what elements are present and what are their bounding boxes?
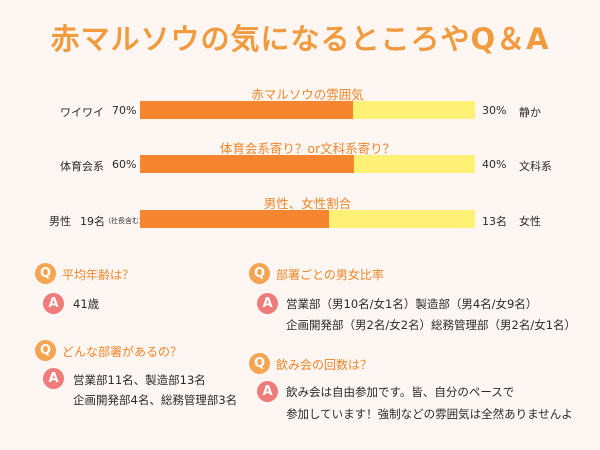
answer-icon: A — [43, 368, 64, 389]
answer-text: 飲み会は自由参加です。皆、自分のペースで — [286, 385, 515, 399]
bar-title-style: 体育会系寄り？or文科系寄り？ — [219, 141, 396, 156]
bar-left-value: 60% — [112, 158, 137, 171]
ratio-bar-style — [140, 155, 475, 173]
answer-text: 企画開発部（男2名/女2名）総務管理部（男2名/女1名） — [286, 318, 577, 332]
question-icon: Q — [249, 353, 270, 374]
answer-text: 営業部（男10名/女1名）製造部（男4名/女9名） — [286, 297, 538, 311]
ratio-bar-gender — [140, 210, 475, 228]
question-icon: Q — [35, 263, 56, 284]
bar-right-label: 静か — [519, 106, 541, 119]
bar-left-label: 男性 — [49, 215, 71, 228]
bar-title-atmosphere: 赤マルソウの雰囲気 — [251, 87, 364, 102]
answer-icon: A — [257, 293, 278, 314]
question-text: 飲み会の回数は？ — [276, 358, 373, 372]
bar-left-value: 70% — [112, 104, 137, 117]
ratio-bar-atmosphere — [140, 101, 475, 119]
answer-text: 参加しています！強制などの雰囲気は全然ありませんよ — [286, 407, 573, 421]
bar-right-label: 文科系 — [519, 160, 552, 173]
question-icon: Q — [35, 340, 56, 361]
answer-icon: A — [257, 381, 278, 402]
question-text: 部署ごとの男女比率 — [276, 268, 384, 282]
bar-fill — [140, 101, 353, 119]
bar-right-value: 13名 — [482, 215, 507, 228]
question-icon: Q — [249, 263, 270, 284]
bar-fill — [140, 155, 355, 173]
answer-text: 企画開発部4名、総務管理部3名 — [73, 393, 238, 407]
question-text: どんな部署があるの？ — [62, 345, 183, 359]
bar-left-label: 体育会系 — [60, 160, 104, 173]
bar-fill — [140, 210, 330, 228]
answer-text: 営業部11名、製造部13名 — [73, 373, 206, 387]
answer-text: 41歳 — [73, 297, 100, 311]
bar-left-value: 19名 — [80, 215, 105, 228]
answer-icon: A — [43, 293, 64, 314]
bar-title-gender: 男性、女性割合 — [263, 196, 352, 211]
bar-left-note: （社長含む） — [104, 217, 146, 225]
bar-right-value: 30% — [482, 104, 507, 117]
bar-right-label: 女性 — [519, 215, 541, 228]
page-title: 赤マルソウの気になるところやQ＆A — [50, 22, 550, 56]
bar-left-label: ワイワイ — [60, 106, 104, 119]
bar-right-value: 40% — [482, 158, 507, 171]
question-text: 平均年齢は？ — [62, 268, 135, 282]
